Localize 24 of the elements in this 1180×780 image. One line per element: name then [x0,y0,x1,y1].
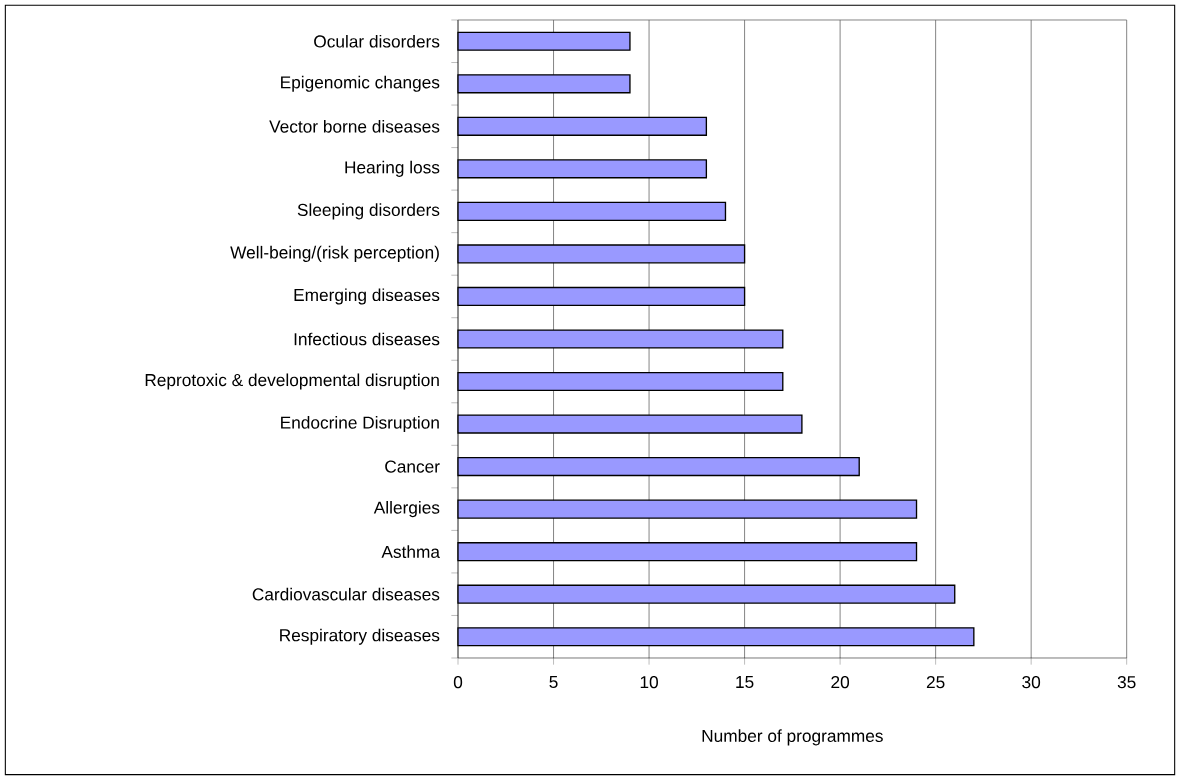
x-tick-label: 35 [1117,676,1136,689]
y-tick-label: Cancer [385,460,440,473]
x-tick-label: 15 [736,676,754,689]
y-tick-label: Hearing loss [345,160,440,177]
x-tick-label: 5 [549,676,558,689]
y-tick-label: Endocrine Disruption [281,416,439,433]
y-tick-label: Respiratory diseases [280,628,440,645]
x-tick-label: 20 [831,676,850,689]
x-tick-label: 0 [453,676,463,689]
y-tick-label: Infectious diseases [294,332,440,346]
y-tick-label: Reprotoxic & developmental disruption [145,373,439,390]
y-tick-label: Asthma [381,545,440,558]
x-tick-label: 10 [640,676,658,689]
y-tick-label: Epigenomic changes [281,75,440,92]
y-tick-label: Allergies [373,501,440,518]
y-tick-label: Vector borne diseases [269,119,440,133]
y-tick-label: Cardiovascular diseases [252,587,440,601]
y-tick-label: Ocular disorders [314,34,440,48]
x-tick-label: 30 [1022,676,1041,689]
x-axis-title: Number of programmes [702,729,883,746]
y-tick-label: Sleeping disorders [297,203,440,220]
y-tick-label: Emerging diseases [294,288,440,305]
x-tick-label: 25 [926,676,945,689]
y-tick-label: Well-being/(risk perception) [230,245,439,262]
